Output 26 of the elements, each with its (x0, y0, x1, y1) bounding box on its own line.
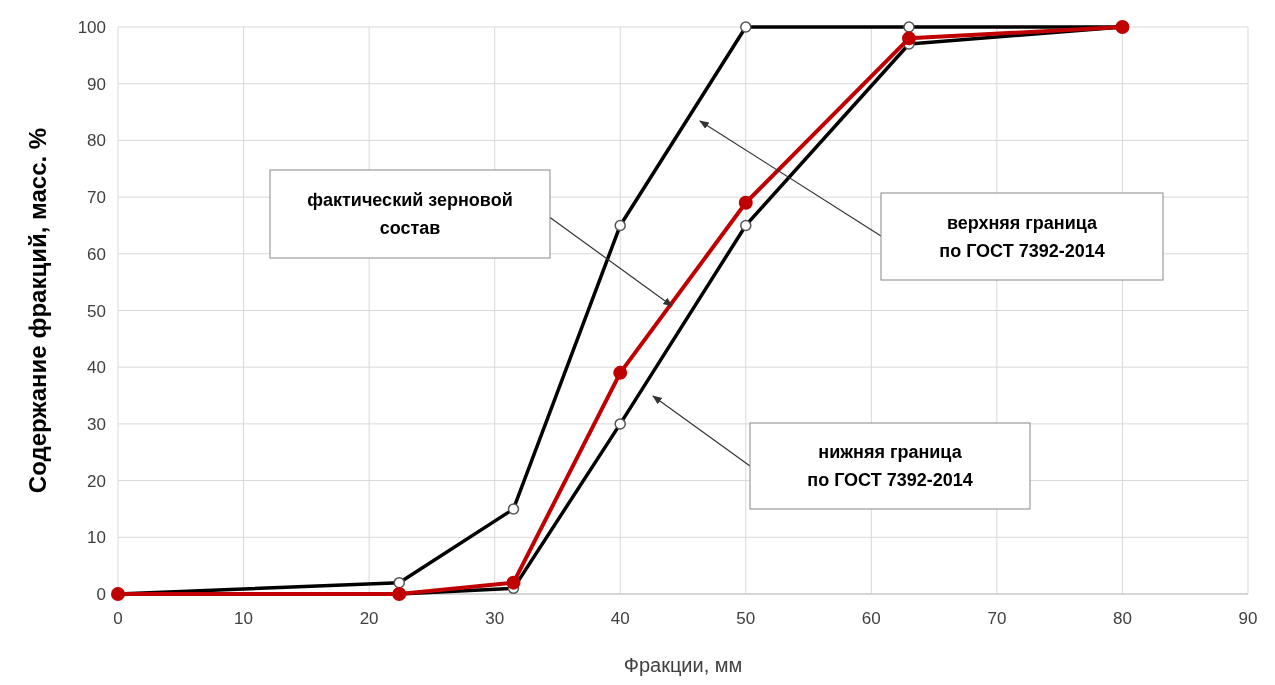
y-tick-label: 60 (87, 244, 106, 264)
y-tick-label: 20 (87, 471, 106, 491)
x-tick-label: 70 (987, 609, 1007, 628)
y-axis-title: Содержание фракций, масс. % (24, 127, 51, 494)
x-tick-label: 60 (861, 609, 881, 628)
y-tick-label: 10 (87, 528, 106, 548)
y-tick-label: 30 (87, 414, 106, 434)
x-tick-label: 10 (234, 609, 254, 628)
y-tick-label: 90 (87, 74, 106, 94)
x-tick-label: 30 (485, 609, 505, 628)
x-tick-label: 20 (359, 609, 379, 628)
y-tick-label: 70 (87, 188, 106, 208)
y-tick-label: 40 (87, 358, 106, 378)
x-tick-label: 90 (1238, 609, 1258, 628)
x-tick-label: 50 (736, 609, 756, 628)
y-tick-label: 50 (87, 301, 106, 321)
annotation: нижняя граница по ГОСТ 7392-2014 (807, 442, 973, 490)
x-tick-label: 40 (610, 609, 630, 628)
y-tick-label: 80 (87, 131, 106, 151)
annotation: верхняя граница по ГОСТ 7392-2014 (939, 212, 1105, 261)
x-axis-title: Фракции, мм (623, 654, 743, 676)
y-tick-label: 0 (96, 585, 106, 604)
x-tick-label: 0 (113, 609, 123, 628)
annotation: фактический зерновой состав (307, 190, 513, 238)
y-tick-label: 100 (77, 18, 106, 37)
x-tick-label: 80 (1112, 609, 1132, 628)
